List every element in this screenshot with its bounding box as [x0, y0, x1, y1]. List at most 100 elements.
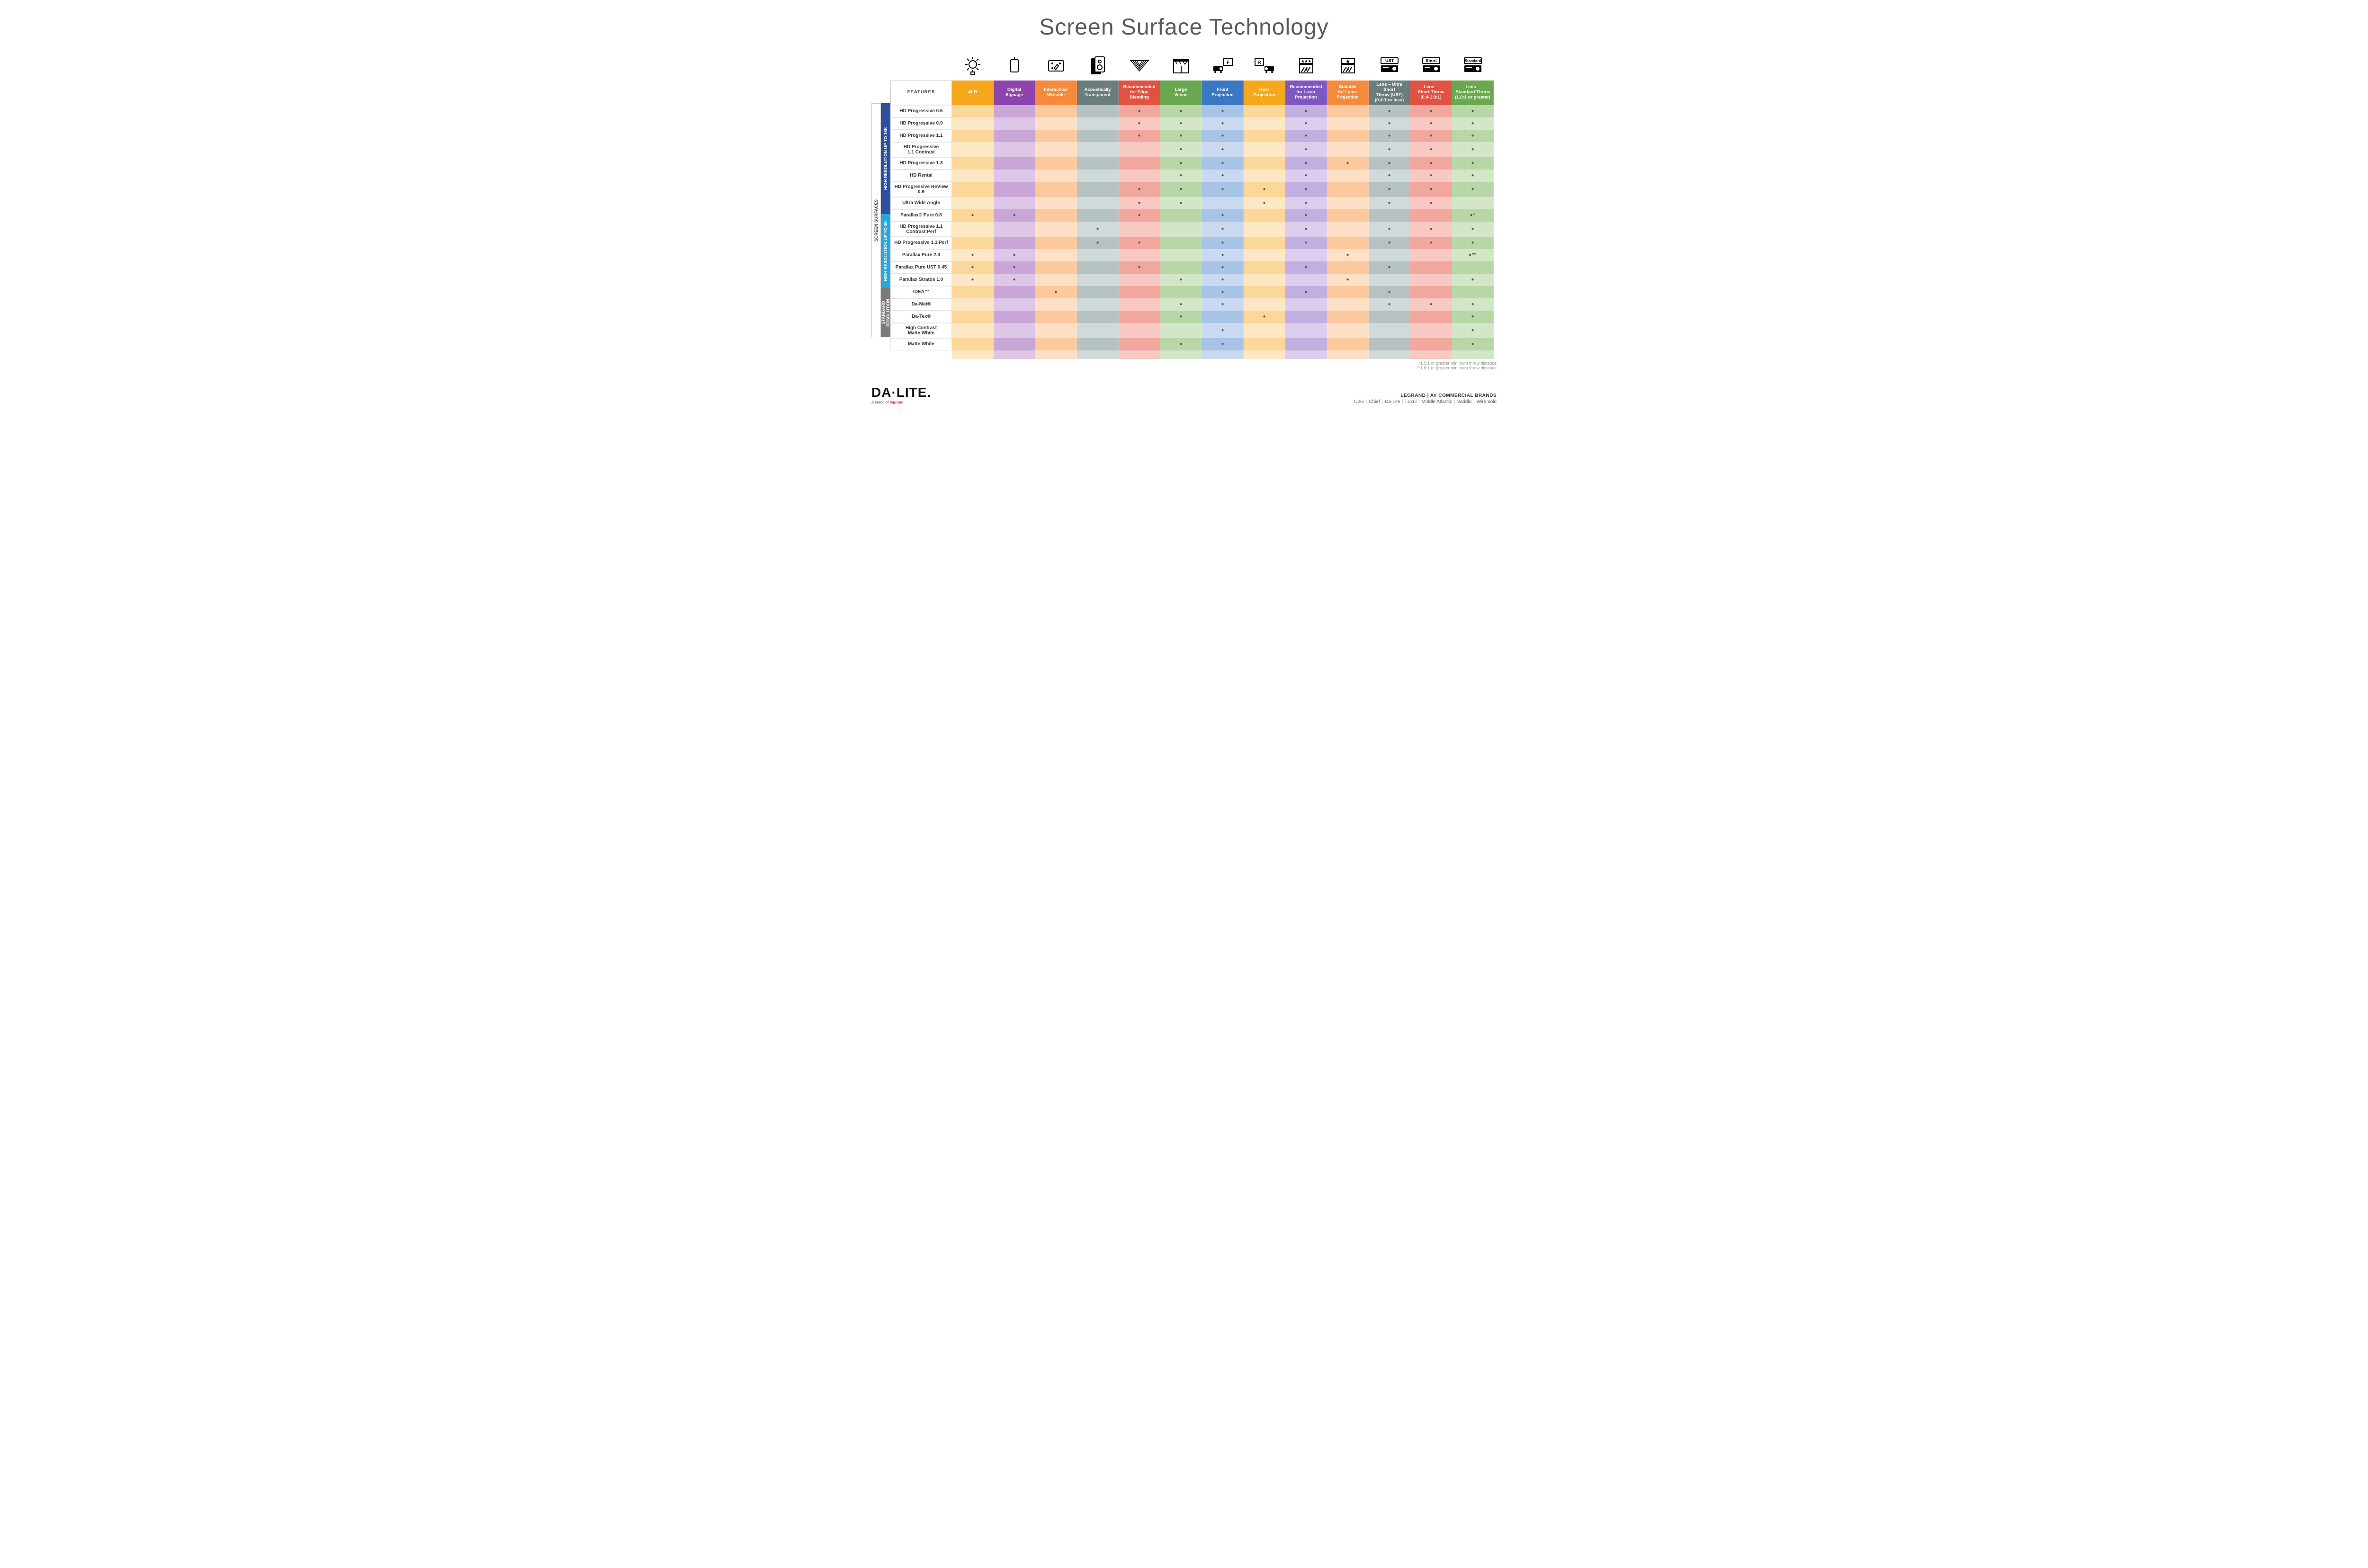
cell [1119, 209, 1160, 222]
cell [1244, 311, 1285, 323]
cell [952, 170, 994, 182]
cell [1244, 298, 1285, 311]
cell [1160, 286, 1202, 298]
spacer [1077, 350, 1119, 359]
cell [952, 261, 994, 274]
cell [1035, 117, 1077, 130]
cell [1160, 142, 1202, 157]
cell [1119, 130, 1160, 142]
edge-icon [1119, 52, 1160, 81]
row-label: HD Progressive 1.1 [890, 130, 952, 142]
cell [1369, 182, 1410, 197]
cell [994, 249, 1035, 261]
row-label: HD Progressive 1.1Contrast Perf [890, 222, 952, 237]
cell [994, 237, 1035, 249]
cell [1285, 338, 1327, 350]
cell [1410, 170, 1452, 182]
cell [1077, 117, 1119, 130]
cell [1327, 311, 1369, 323]
cell [1077, 249, 1119, 261]
cell [1119, 182, 1160, 197]
cell [1452, 286, 1494, 298]
cell [1077, 274, 1119, 286]
col-header-edge: Recommendedfor EdgeBlending [1119, 81, 1160, 105]
row-label: Parallax Pure UST 0.45 [890, 261, 952, 274]
cell [1285, 157, 1327, 170]
cell [1369, 338, 1410, 350]
cell [1452, 323, 1494, 338]
cell [1285, 142, 1327, 157]
cell [1202, 311, 1244, 323]
cell [1119, 157, 1160, 170]
cell [952, 209, 994, 222]
cell [1077, 222, 1119, 237]
cell [1369, 197, 1410, 209]
cell [1077, 311, 1119, 323]
spacer [890, 350, 952, 359]
cell [1327, 142, 1369, 157]
cell [952, 142, 994, 157]
cell [1285, 237, 1327, 249]
col-header-venue: LargeVenue [1160, 81, 1202, 105]
svg-text:UST: UST [1385, 58, 1394, 63]
cell [1035, 170, 1077, 182]
cell [1285, 182, 1327, 197]
cell [1244, 142, 1285, 157]
standard-icon: Standard [1452, 52, 1494, 81]
side-label-outer: SCREEN SURFACES [871, 103, 881, 337]
cell [1035, 130, 1077, 142]
feature-matrix: FR★★★★USTShortStandardFEATURESALRDigital… [890, 52, 1494, 359]
cell [1202, 197, 1244, 209]
cell [1202, 209, 1244, 222]
spacer [1119, 350, 1160, 359]
row-label: HD Progressive 1.1 Perf [890, 237, 952, 249]
cell [1035, 157, 1077, 170]
cell [1160, 311, 1202, 323]
page-title: Screen Surface Technology [871, 14, 1497, 40]
cell [1410, 298, 1452, 311]
cell [1452, 249, 1494, 261]
row-label: Ultra Wide Angle [890, 197, 952, 209]
cell [1410, 274, 1452, 286]
cell [1077, 209, 1119, 222]
cell [1285, 249, 1327, 261]
cell [1244, 323, 1285, 338]
cell [1160, 197, 1202, 209]
cell [994, 117, 1035, 130]
logo-text: DA·LITE. [871, 385, 931, 400]
cell [1369, 170, 1410, 182]
cell [1410, 197, 1452, 209]
svg-text:Standard: Standard [1464, 59, 1481, 63]
cell [952, 286, 994, 298]
row-label: High ContrastMatte White [890, 323, 952, 338]
cell [1285, 209, 1327, 222]
cell [1369, 157, 1410, 170]
cell [994, 130, 1035, 142]
cell [1244, 157, 1285, 170]
cell [1077, 105, 1119, 117]
cell [994, 338, 1035, 350]
cell [1452, 182, 1494, 197]
cell [1077, 142, 1119, 157]
cell [1244, 286, 1285, 298]
cell [1244, 182, 1285, 197]
cell [1119, 249, 1160, 261]
cell [1035, 249, 1077, 261]
cell [952, 157, 994, 170]
cell [952, 105, 994, 117]
cell [1077, 261, 1119, 274]
cell [1244, 261, 1285, 274]
cell [1035, 197, 1077, 209]
cell [994, 209, 1035, 222]
cell [1285, 170, 1327, 182]
front-icon: F [1202, 52, 1244, 81]
row-label: HD Progressive 0.9 [890, 117, 952, 130]
col-header-signage: DigitalSignage [994, 81, 1035, 105]
row-label: Da-Mat® [890, 298, 952, 311]
spacer [1452, 350, 1494, 359]
cell [1327, 222, 1369, 237]
cell [1244, 170, 1285, 182]
brand-list: LEGRAND | AV COMMERCIAL BRANDS C2G|Chief… [1354, 393, 1497, 404]
cell [1160, 170, 1202, 182]
cell [1452, 222, 1494, 237]
